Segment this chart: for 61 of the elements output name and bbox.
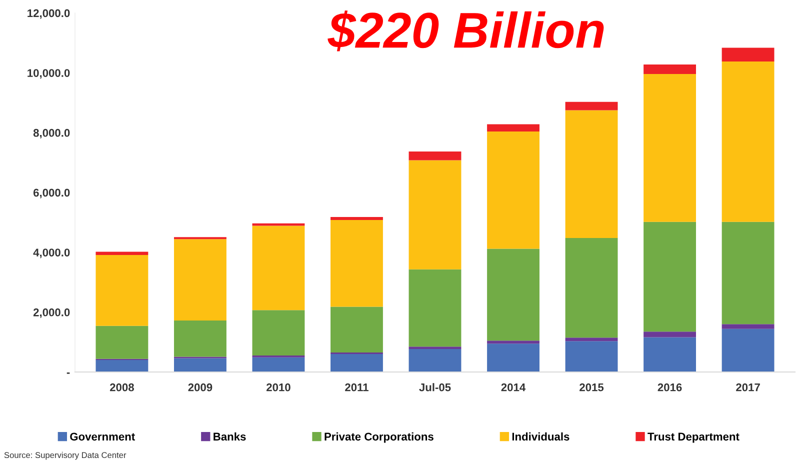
bar [722, 328, 774, 372]
bar [96, 252, 148, 256]
bar [174, 239, 226, 321]
bar [644, 332, 696, 338]
legend-label: Private Corporations [324, 432, 434, 443]
bar [487, 340, 540, 344]
bar [722, 324, 774, 329]
x-tick-label: 2015 [580, 383, 604, 392]
y-tick-label: 8,000.0 [33, 128, 70, 138]
bar [330, 306, 383, 353]
x-tick-label: 2010 [266, 383, 290, 392]
bar [330, 220, 383, 307]
bar [487, 344, 540, 372]
y-tick-label: 4,000.0 [33, 248, 70, 258]
bar [174, 358, 226, 372]
bar [96, 360, 148, 372]
bar [330, 354, 383, 372]
bar [565, 110, 618, 238]
y-tick-label: 12,000.0 [28, 9, 70, 19]
bar [96, 255, 148, 326]
legend-label: Individuals [512, 432, 570, 441]
legend-label: Government [70, 432, 135, 441]
bar [565, 341, 618, 372]
bar [565, 338, 618, 342]
x-tick-label: 2009 [188, 383, 212, 392]
legend-label: Banks [214, 432, 246, 441]
x-tick-label: 2011 [345, 383, 368, 392]
y-tick-label: - [66, 372, 70, 374]
bar [487, 124, 540, 132]
bar [252, 357, 305, 372]
y-tick-label: 10,000.0 [28, 69, 70, 79]
bar [722, 222, 774, 324]
bar [252, 226, 305, 310]
x-tick-label: Jul-05 [419, 383, 451, 392]
bar [252, 310, 305, 356]
chart-title: $220 Billion [328, 10, 604, 52]
bar [487, 131, 540, 249]
bar [644, 74, 696, 222]
y-tick-label: 6,000.0 [33, 188, 70, 198]
bar [644, 222, 696, 332]
x-tick-label: 2016 [658, 383, 682, 392]
x-tick-label: 2017 [736, 383, 760, 392]
x-tick-label: 2008 [110, 383, 134, 392]
bar [644, 64, 696, 74]
bar [408, 160, 462, 270]
legend-label: Trust Department [648, 432, 740, 443]
bar [96, 326, 148, 359]
bar [644, 337, 696, 372]
bar [408, 348, 462, 372]
y-tick-label: 2,000.0 [33, 308, 70, 318]
x-tick-label: 2014 [501, 383, 526, 392]
bar [487, 248, 540, 341]
bar [565, 102, 618, 110]
bar [174, 320, 226, 357]
bar [722, 61, 774, 222]
bar [330, 217, 383, 220]
bar [408, 152, 462, 160]
bar [565, 238, 618, 338]
bar [408, 269, 462, 347]
bar [722, 48, 774, 62]
source-note: Source: Supervisory Data Center [4, 452, 126, 460]
